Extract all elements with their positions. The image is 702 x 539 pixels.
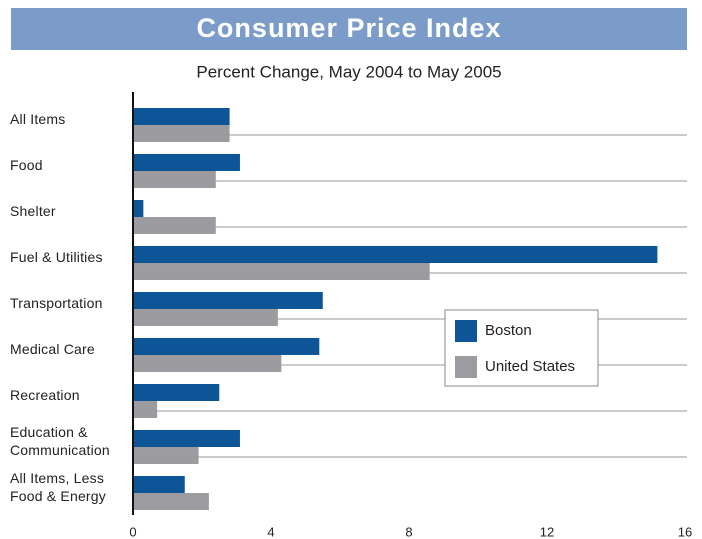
chart-title: Consumer Price Index	[196, 13, 501, 43]
chart-subtitle: Percent Change, May 2004 to May 2005	[196, 62, 501, 81]
bar	[133, 355, 282, 372]
title-banner	[11, 8, 687, 50]
bar	[133, 200, 144, 217]
bar	[133, 108, 230, 125]
category-label: Fuel & Utilities	[10, 249, 103, 265]
category-label: Recreation	[10, 387, 80, 403]
bar	[133, 476, 185, 493]
bar	[133, 217, 216, 234]
category-label: All Items, Less Food & Energy	[10, 470, 106, 504]
bar	[133, 154, 240, 171]
bar	[133, 430, 240, 447]
legend-label: Boston	[485, 322, 532, 339]
bar	[133, 401, 158, 418]
legend-label: United States	[485, 358, 575, 375]
bar	[133, 171, 216, 188]
category-label: Transportation	[10, 295, 103, 311]
category-label: Food	[10, 157, 43, 173]
legend-swatch	[455, 320, 477, 342]
category-label: Education & Communication	[10, 424, 110, 458]
x-tick-label: 0	[129, 524, 136, 539]
x-tick-label: 12	[540, 524, 554, 539]
bar	[133, 338, 320, 355]
x-tick-label: 16	[678, 524, 692, 539]
bar	[133, 384, 220, 401]
x-tick-label: 8	[405, 524, 412, 539]
legend-swatch	[455, 356, 477, 378]
category-label: Medical Care	[10, 341, 95, 357]
category-label: Shelter	[10, 203, 56, 219]
bar	[133, 246, 658, 263]
bar	[133, 125, 230, 142]
bar	[133, 309, 278, 326]
bar	[133, 292, 323, 309]
bar	[133, 263, 430, 280]
category-label: All Items	[10, 111, 66, 127]
x-tick-label: 4	[267, 524, 274, 539]
bar	[133, 447, 199, 464]
bar	[133, 493, 209, 510]
